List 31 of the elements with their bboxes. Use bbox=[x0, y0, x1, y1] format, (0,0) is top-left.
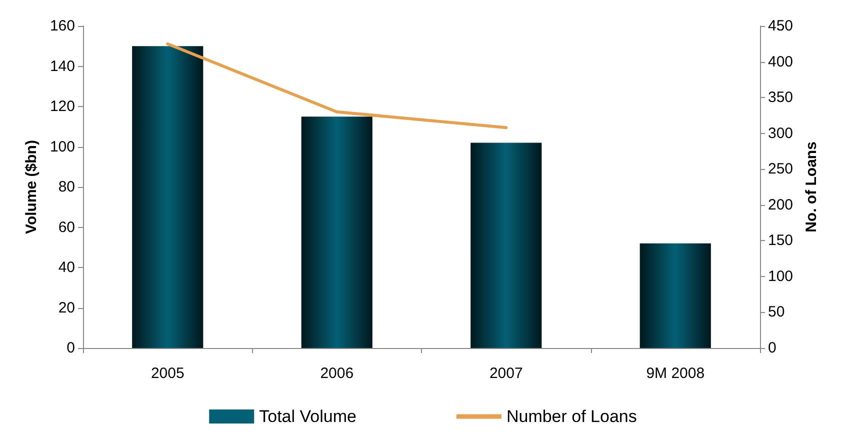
y-tick-label: 140 bbox=[50, 58, 75, 75]
bar bbox=[640, 243, 711, 348]
bar bbox=[470, 142, 542, 348]
bar bbox=[132, 46, 204, 348]
y-tick-label: 80 bbox=[58, 178, 75, 196]
y-tick-label: 60 bbox=[58, 218, 75, 236]
y2-axis-title: No. of Loans bbox=[802, 142, 820, 232]
y2-tick-label: 0 bbox=[768, 340, 776, 356]
legend-label: Total Volume bbox=[259, 407, 356, 426]
y2-tick-label: 450 bbox=[768, 18, 794, 34]
y2-tick-label: 300 bbox=[768, 124, 794, 142]
x-tick-label: 2007 bbox=[489, 365, 523, 382]
y2-tick-label: 50 bbox=[768, 304, 785, 321]
x-tick-label: 9M 2008 bbox=[646, 365, 705, 382]
legend-label: Number of Loans bbox=[506, 407, 637, 426]
y-axis-title: Volume ($bn) bbox=[23, 140, 40, 234]
y2-tick-label: 350 bbox=[768, 89, 794, 106]
y-tick-label: 0 bbox=[66, 340, 75, 356]
y-tick-label: 120 bbox=[50, 98, 75, 115]
y-tick-label: 160 bbox=[50, 18, 75, 34]
y2-tick-label: 200 bbox=[768, 196, 794, 214]
x-tick-label: 2006 bbox=[320, 365, 354, 382]
y2-tick-label: 250 bbox=[768, 160, 794, 178]
y2-tick-label: 100 bbox=[768, 268, 794, 285]
y2-tick-label: 400 bbox=[768, 53, 794, 70]
y2-tick-label: 150 bbox=[768, 232, 794, 250]
bar bbox=[301, 116, 372, 348]
y-tick-label: 100 bbox=[50, 138, 75, 156]
y-tick-label: 40 bbox=[58, 259, 75, 276]
x-tick-label: 2005 bbox=[150, 365, 184, 382]
y-tick-label: 20 bbox=[58, 299, 75, 316]
